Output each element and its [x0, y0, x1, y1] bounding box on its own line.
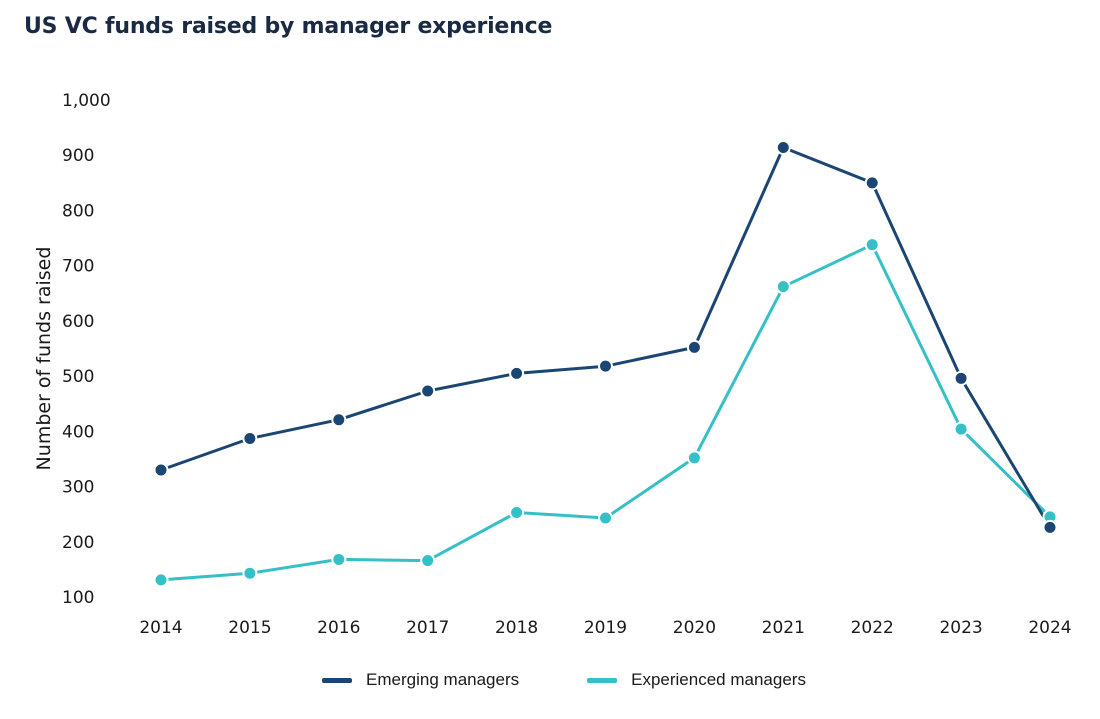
x-tick-label: 2015: [228, 618, 271, 638]
x-tick-label: 2024: [1028, 618, 1071, 638]
x-tick-label: 2014: [139, 618, 182, 638]
data-point-experienced: [686, 450, 702, 466]
data-point-emerging: [153, 462, 169, 478]
x-tick-label: 2017: [406, 618, 449, 638]
y-tick-label: 300: [62, 478, 94, 498]
y-tick-label: 1,000: [62, 91, 111, 111]
x-tick-label: 2019: [584, 618, 627, 638]
legend-label-emerging: Emerging managers: [366, 670, 520, 689]
y-axis-label: Number of funds raised: [33, 247, 55, 471]
y-tick-label: 600: [62, 312, 94, 332]
data-point-experienced: [775, 279, 791, 295]
x-tick-label: 2018: [495, 618, 538, 638]
data-point-emerging: [509, 365, 525, 381]
data-point-experienced: [864, 237, 880, 253]
data-point-experienced: [242, 565, 258, 581]
y-tick-label: 700: [62, 257, 94, 277]
y-tick-label: 100: [62, 588, 94, 608]
y-tick-label: 400: [62, 422, 94, 442]
x-tick-label: 2016: [317, 618, 360, 638]
data-point-emerging: [420, 383, 436, 399]
data-point-emerging: [1042, 519, 1058, 535]
data-point-experienced: [953, 421, 969, 437]
x-tick-label: 2020: [673, 618, 716, 638]
legend-swatch-emerging: [322, 677, 353, 683]
legend-item-emerging[interactable]: Emerging managers: [294, 670, 519, 690]
data-point-emerging: [953, 370, 969, 386]
data-point-emerging: [864, 175, 880, 191]
legend-item-experienced[interactable]: Experienced managers: [559, 670, 806, 690]
data-point-experienced: [153, 572, 169, 588]
data-point-experienced: [420, 553, 436, 569]
legend-label-experienced: Experienced managers: [631, 670, 806, 689]
data-point-emerging: [242, 431, 258, 447]
y-tick-label: 500: [62, 367, 94, 387]
data-point-emerging: [775, 139, 791, 155]
y-tick-label: 900: [62, 146, 94, 166]
data-point-experienced: [598, 510, 613, 526]
y-tick-label: 800: [62, 201, 94, 221]
x-tick-label: 2023: [939, 618, 982, 638]
data-point-emerging: [331, 412, 347, 428]
x-tick-label: 2021: [762, 618, 805, 638]
data-point-experienced: [331, 551, 347, 567]
data-point-experienced: [509, 505, 525, 521]
data-point-emerging: [686, 339, 702, 355]
x-tick-label: 2022: [851, 618, 894, 638]
legend: Emerging managers Experienced managers: [0, 670, 1100, 690]
data-point-emerging: [598, 358, 613, 374]
chart-title: US VC funds raised by manager experience: [24, 14, 553, 39]
y-tick-label: 200: [62, 533, 94, 553]
series-line-experienced: [159, 243, 1052, 582]
legend-swatch-experienced: [587, 677, 618, 683]
